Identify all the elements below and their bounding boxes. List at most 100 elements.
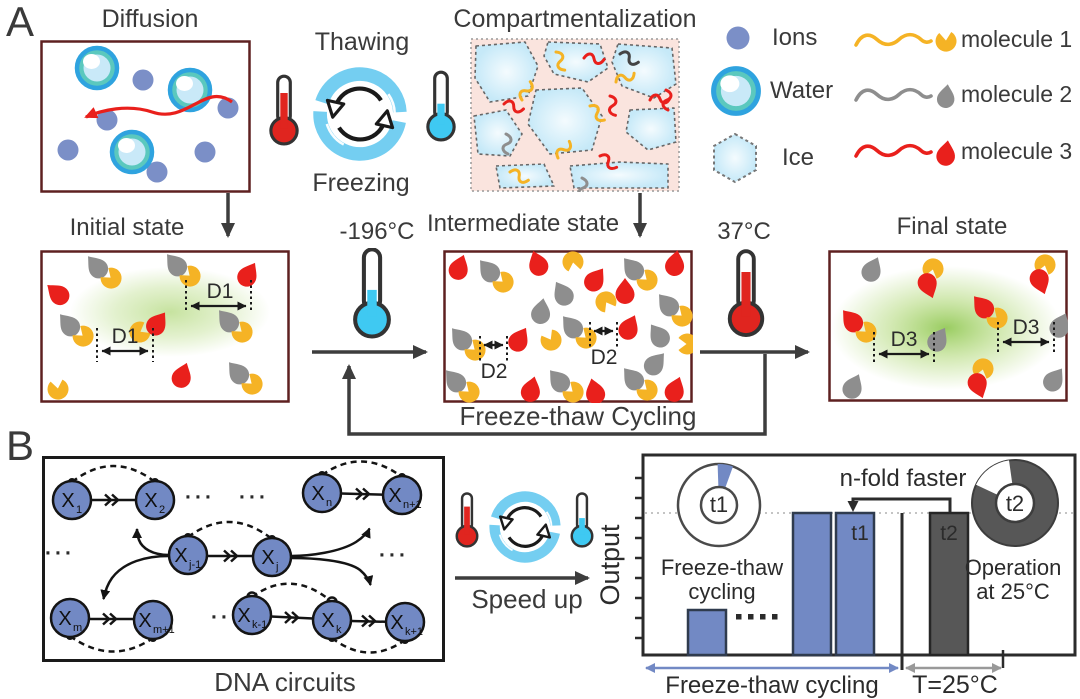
bar-t1 — [834, 511, 876, 657]
cycle-arrows-icon — [485, 487, 566, 568]
freeze-thaw-cycling-label: Freeze-thaw Cycling — [459, 401, 697, 431]
temp-hot-label: 37°C — [717, 218, 771, 245]
svg-text:X: X — [144, 490, 157, 512]
thermometer-cold-icon — [426, 70, 456, 142]
diffusion-title: Diffusion — [101, 5, 199, 33]
legend-molecule2-label: molecule 2 — [961, 81, 1073, 107]
bar-ellipsis-dots — [736, 614, 778, 620]
svg-text:X: X — [321, 610, 334, 632]
diffusion-box — [40, 40, 251, 193]
bar-t1-label: t1 — [851, 522, 869, 545]
circuit-dots: ··· ··· ··· ··· ··· — [45, 486, 409, 629]
thermometer-hot-icon — [269, 74, 299, 146]
cold-thermometer — [330, 248, 420, 358]
panel-a-label: A — [6, 0, 35, 45]
cycle-arrows-icon — [307, 61, 413, 167]
svg-text:X: X — [138, 610, 151, 632]
ion-dots — [57, 69, 239, 183]
distance-annotation-d1a: D1 — [185, 280, 252, 312]
final-state-title: Final state — [896, 213, 1008, 240]
svg-text:m: m — [73, 622, 82, 634]
svg-text:X: X — [174, 545, 187, 567]
water-icon — [709, 64, 763, 118]
donut-t1-caption-line1: Freeze-thaw — [661, 555, 783, 580]
legend-ice-label: Ice — [782, 144, 815, 171]
donut-t1-caption-line2: cycling — [688, 579, 755, 604]
legend-molecule1-label: molecule 1 — [961, 26, 1073, 52]
x-span2-label: T=25°C — [912, 671, 998, 699]
diffusion-path-arrow — [84, 94, 233, 119]
thermometer-cold-icon — [570, 492, 594, 548]
svg-text:X: X — [261, 547, 274, 569]
ellipsis: ··· — [379, 544, 409, 567]
intermediate-state-box: D2 D2 — [443, 250, 693, 403]
donut-t2-caption-line1: Operation — [965, 555, 1062, 580]
bar-cycle-early — [686, 608, 728, 657]
thermometer-hot-icon — [455, 492, 479, 548]
svg-text:k+1: k+1 — [405, 626, 423, 638]
molecule3-icon — [854, 139, 958, 167]
legend-ions-label: Ions — [772, 24, 818, 51]
ice-icon — [713, 132, 757, 184]
ice-crystals — [473, 41, 677, 189]
dna-circuits-caption: DNA circuits — [214, 667, 356, 697]
svg-text:k: k — [336, 624, 342, 636]
svg-text:X: X — [237, 605, 250, 627]
distance-annotation-d3b: D3 — [997, 316, 1055, 352]
compartmentalization-box — [470, 38, 680, 192]
green-glow — [831, 266, 1061, 390]
svg-text:n: n — [326, 497, 332, 509]
bar-t2 — [928, 511, 970, 657]
d3-label: D3 — [1013, 316, 1040, 339]
svg-text:k-1: k-1 — [252, 619, 267, 631]
ellipsis: ··· — [239, 486, 269, 509]
n-fold-bracket — [847, 497, 952, 512]
molecule1-icon — [854, 31, 958, 53]
svg-text:X: X — [61, 490, 74, 512]
output-chart: Output t1 t2 n-fold faster t1 Freeze-tha… — [595, 453, 1077, 699]
n-fold-faster-label: n-fold faster — [840, 465, 967, 492]
bar-cycle-late — [791, 511, 833, 657]
initial-state-box: D1 D1 — [40, 250, 290, 403]
final-state-box: D3 D3 — [828, 250, 1068, 402]
intermediate-state-title: Intermediate state — [426, 210, 620, 237]
d1-label: D1 — [207, 280, 234, 303]
green-glow — [70, 267, 270, 357]
d1-label: D1 — [112, 325, 139, 348]
initial-state-title: Initial state — [69, 214, 185, 241]
ellipsis: ··· — [211, 606, 241, 629]
x-span1-label: Freeze-thaw cycling — [665, 672, 878, 699]
molecule2-icon — [854, 83, 957, 110]
temp-cold-label: -196°C — [339, 218, 415, 245]
d2-label: D2 — [481, 360, 508, 383]
freezing-label: Freezing — [312, 169, 410, 197]
ellipsis: ··· — [45, 542, 75, 565]
hot-thermometer — [727, 249, 765, 337]
distance-annotation-d1b: D1 — [96, 325, 154, 362]
svg-text:X: X — [311, 483, 324, 505]
svg-text:m+1: m+1 — [153, 624, 175, 636]
svg-text:n+1: n+1 — [403, 499, 422, 511]
svg-text:2: 2 — [159, 504, 165, 516]
bracket-arrowhead — [847, 501, 859, 512]
ion-icon — [726, 26, 750, 50]
svg-text:X: X — [388, 485, 401, 507]
donut-t1-label: t1 — [710, 492, 728, 517]
svg-text:X: X — [58, 608, 71, 630]
y-axis-label: Output — [595, 524, 625, 606]
speed-up-label: Speed up — [471, 584, 583, 614]
distance-annotation-d3a: D3 — [873, 328, 935, 364]
legend-water-label: Water — [770, 77, 834, 104]
